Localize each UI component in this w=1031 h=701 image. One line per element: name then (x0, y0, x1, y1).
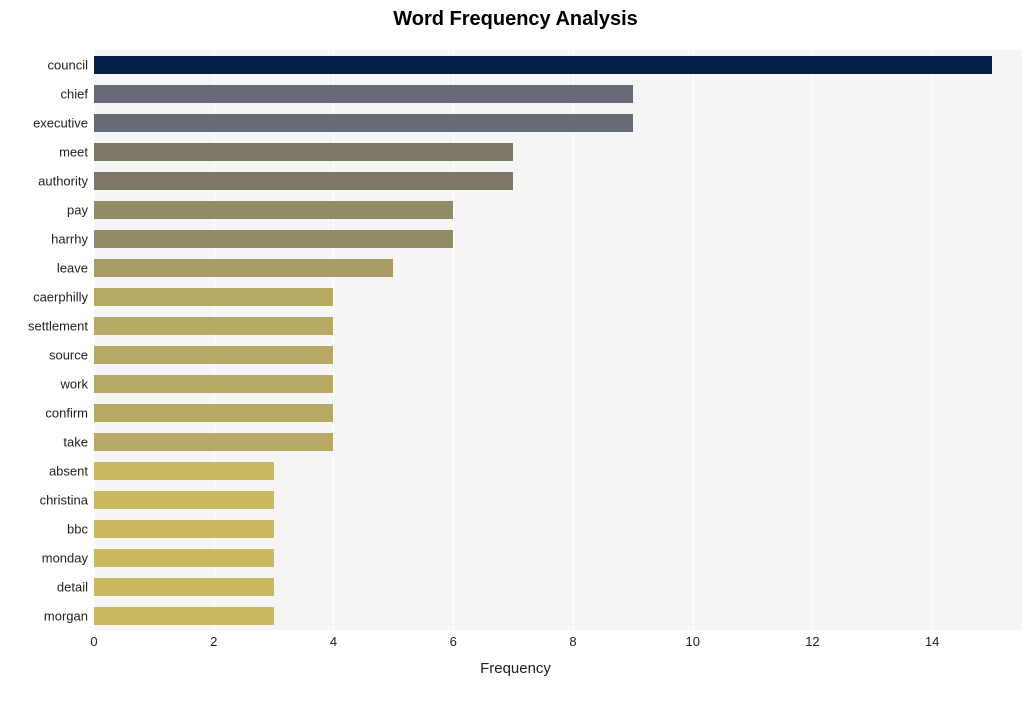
x-tick-label: 10 (685, 634, 699, 649)
y-tick-label: caerphilly (33, 289, 88, 304)
chart-title: Word Frequency Analysis (0, 8, 1031, 31)
x-tick-label: 4 (330, 634, 337, 649)
y-tick-label: confirm (45, 405, 88, 420)
y-tick-label: source (49, 347, 88, 362)
y-tick-label: harrhy (51, 231, 88, 246)
bar (94, 578, 274, 596)
y-tick-label: detail (57, 579, 88, 594)
y-tick-label: meet (59, 144, 88, 159)
gridline (333, 50, 334, 630)
gridline (693, 50, 694, 630)
y-tick-label: monday (42, 550, 88, 565)
y-tick-label: pay (67, 202, 88, 217)
bar (94, 375, 333, 393)
bar (94, 346, 333, 364)
bar (94, 230, 453, 248)
y-tick-label: authority (38, 173, 88, 188)
bar (94, 491, 274, 509)
y-tick-label: settlement (28, 318, 88, 333)
y-tick-label: council (48, 57, 88, 72)
x-tick-label: 2 (210, 634, 217, 649)
y-tick-label: take (63, 434, 88, 449)
bar (94, 143, 513, 161)
y-tick-label: christina (40, 492, 88, 507)
bar (94, 85, 633, 103)
plot-area (94, 50, 1022, 630)
y-tick-label: leave (57, 260, 88, 275)
x-tick-label: 6 (450, 634, 457, 649)
bar (94, 288, 333, 306)
bar (94, 404, 333, 422)
gridline (94, 50, 95, 630)
x-tick-label: 12 (805, 634, 819, 649)
bar (94, 114, 633, 132)
y-tick-label: absent (49, 463, 88, 478)
x-tick-label: 14 (925, 634, 939, 649)
y-tick-label: chief (61, 86, 88, 101)
bar (94, 172, 513, 190)
x-axis-label: Frequency (0, 660, 1031, 677)
x-tick-label: 8 (569, 634, 576, 649)
bar (94, 607, 274, 625)
y-tick-label: bbc (67, 521, 88, 536)
bar (94, 201, 453, 219)
y-tick-label: morgan (44, 608, 88, 623)
bar (94, 259, 393, 277)
gridline (453, 50, 454, 630)
bar (94, 433, 333, 451)
y-tick-label: executive (33, 115, 88, 130)
bar (94, 462, 274, 480)
gridline (932, 50, 933, 630)
word-frequency-chart: Word Frequency Analysis council chief exec… (0, 0, 1031, 701)
bar (94, 56, 992, 74)
bar (94, 549, 274, 567)
gridline (214, 50, 215, 630)
gridline (812, 50, 813, 630)
y-tick-label: work (61, 376, 88, 391)
bar (94, 317, 333, 335)
gridline (573, 50, 574, 630)
bar (94, 520, 274, 538)
x-tick-label: 0 (90, 634, 97, 649)
